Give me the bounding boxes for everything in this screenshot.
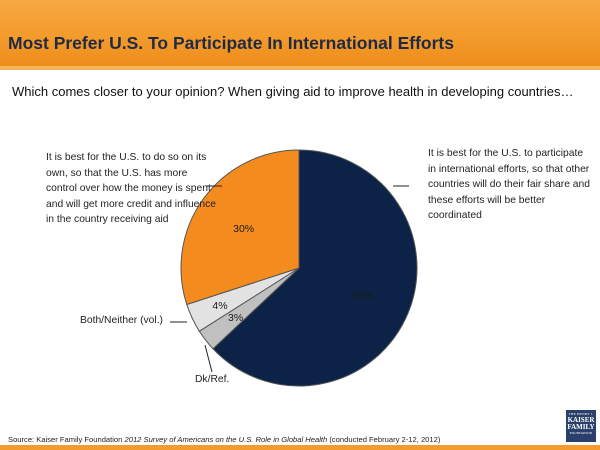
slice-label-dk-ref: Dk/Ref. xyxy=(195,374,230,385)
source-prefix: Source: Kaiser Family Foundation xyxy=(8,435,125,444)
survey-question: Which comes closer to your opinion? When… xyxy=(12,84,574,99)
pie-slice-international xyxy=(212,149,418,387)
slice-label-on-own: It is best for the U.S. to do so on its … xyxy=(46,152,216,225)
title-bar xyxy=(0,0,600,70)
pct-label-both-neither: 4% xyxy=(212,300,227,312)
logo-line-3: FAMILY xyxy=(567,423,595,431)
pct-label-international: 63% xyxy=(351,290,372,302)
pct-label-on-own: 30% xyxy=(233,223,254,235)
page-title: Most Prefer U.S. To Participate In Inter… xyxy=(8,33,454,53)
footer-bar xyxy=(0,445,600,450)
pie-slice-on-own xyxy=(180,149,300,306)
source-note: Source: Kaiser Family Foundation 2012 Su… xyxy=(8,435,440,444)
slice-label-both-neither: Both/Neither (vol.) xyxy=(80,315,163,326)
slice-label-international: It is best for the U.S. to participate i… xyxy=(428,148,590,221)
kff-logo: THE HENRY J. KAISER FAMILY FOUNDATION xyxy=(566,410,596,442)
pct-label-dk-ref: 3% xyxy=(228,312,243,324)
title-stripe xyxy=(0,66,600,70)
leader-line-dk-ref xyxy=(204,344,213,373)
source-survey-title: 2012 Survey of Americans on the U.S. Rol… xyxy=(124,435,328,444)
logo-line-1: THE HENRY J. xyxy=(568,412,594,416)
logo-line-2: KAISER xyxy=(567,416,595,424)
source-suffix: (conducted February 2-12, 2012) xyxy=(327,435,441,444)
logo-line-4: FOUNDATION xyxy=(569,431,593,435)
